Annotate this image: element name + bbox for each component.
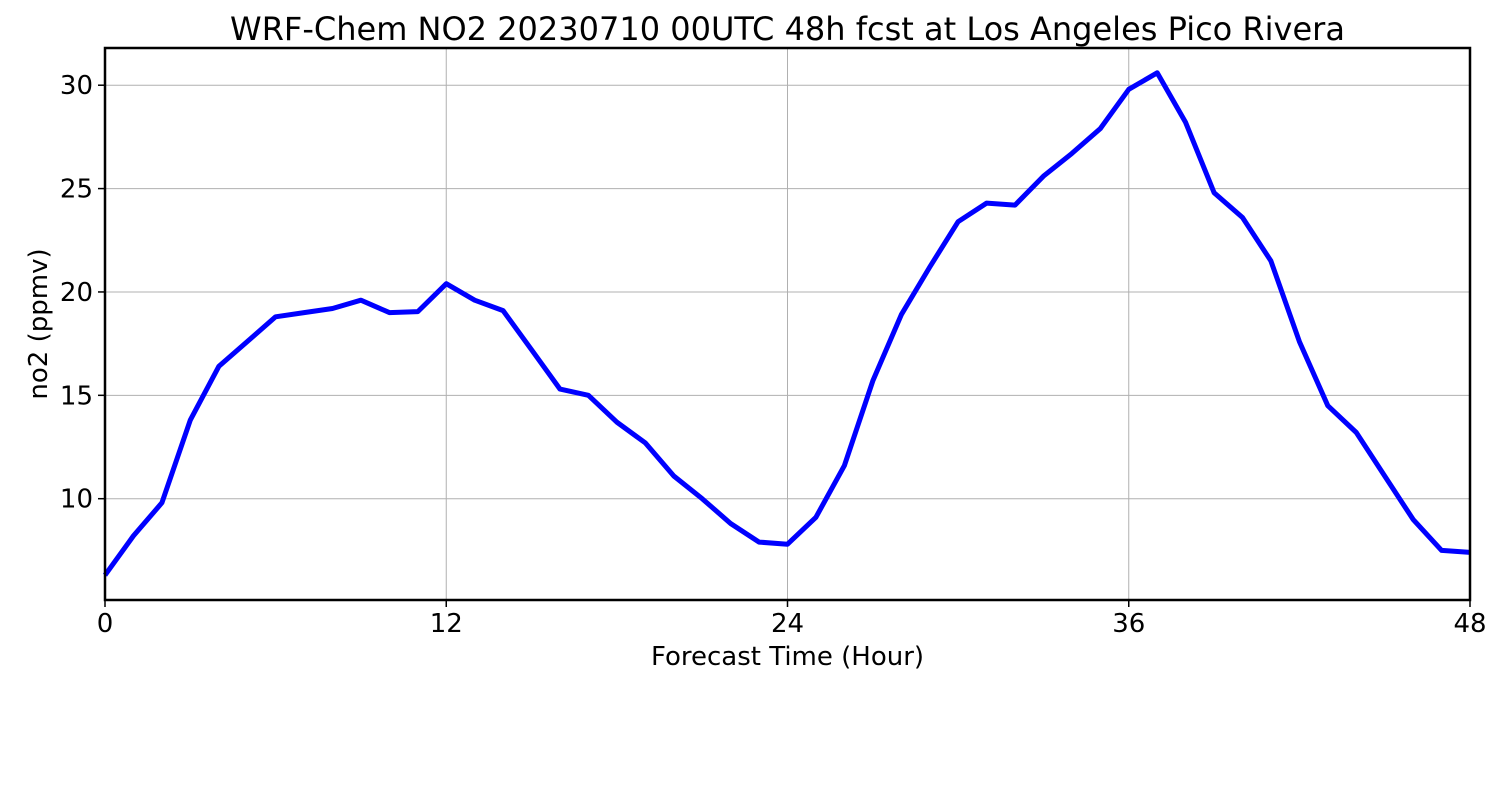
y-tick-label: 15	[60, 381, 93, 411]
series-layer	[102, 70, 1471, 577]
series-line	[102, 70, 1471, 577]
x-tick-label: 24	[771, 609, 804, 639]
y-tick-label: 10	[60, 485, 93, 515]
x-tick-label: 48	[1453, 609, 1486, 639]
x-tick-label: 36	[1112, 609, 1145, 639]
y-tick-label: 25	[60, 175, 93, 205]
y-tick-label: 30	[60, 71, 93, 101]
tick-layer: 0 12 24 36 48 10 15 20 25 30	[60, 71, 1487, 639]
chart-title: WRF-Chem NO2 20230710 00UTC 48h fcst at …	[230, 10, 1345, 48]
x-axis-label: Forecast Time (Hour)	[651, 642, 924, 672]
grid-lines	[104, 48, 1471, 600]
x-tick-label: 12	[430, 609, 463, 639]
y-tick-label: 20	[60, 278, 93, 308]
x-tick-label: 0	[97, 609, 114, 639]
y-axis-label: no2 (ppmv)	[24, 248, 54, 399]
